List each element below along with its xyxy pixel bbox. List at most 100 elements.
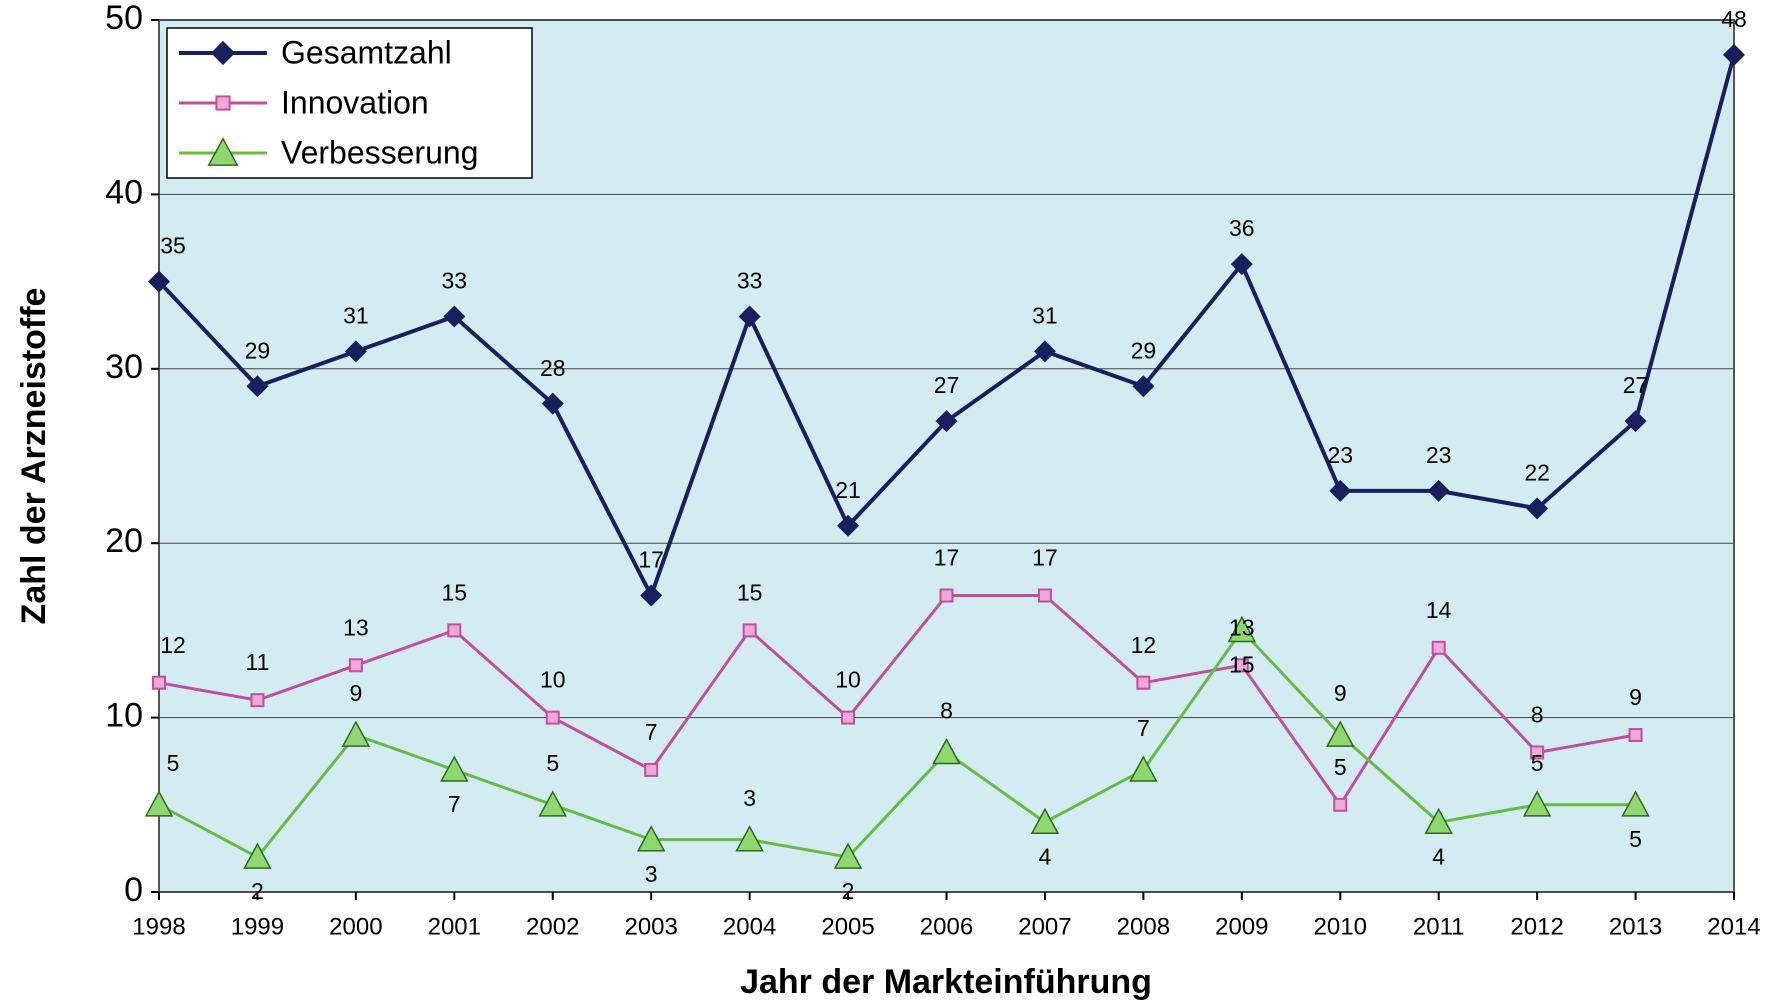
data-label: 3 <box>645 861 658 887</box>
marker <box>207 137 239 166</box>
data-label: 48 <box>1721 6 1747 32</box>
marker <box>1526 497 1549 520</box>
data-label: 27 <box>1623 372 1649 398</box>
data-label: 31 <box>1032 302 1058 328</box>
data-label: 5 <box>1629 826 1642 852</box>
y-tick-label: 30 <box>105 348 143 386</box>
marker <box>640 584 663 607</box>
data-label: 29 <box>1131 337 1157 363</box>
marker <box>841 710 856 725</box>
legend-label: Innovation <box>281 84 429 120</box>
data-label: 13 <box>1229 614 1255 640</box>
data-label: 3 <box>743 785 756 811</box>
marker <box>538 790 568 817</box>
y-tick-label: 10 <box>105 697 143 735</box>
data-label: 17 <box>934 545 960 571</box>
data-label: 15 <box>737 579 763 605</box>
y-tick-label: 50 <box>105 0 143 37</box>
data-label: 27 <box>934 372 960 398</box>
marker <box>1227 615 1257 643</box>
legend-label: Verbesserung <box>281 134 478 170</box>
marker <box>1033 340 1056 363</box>
marker <box>1427 479 1450 502</box>
marker <box>742 623 757 638</box>
x-tick-label: 2014 <box>1707 913 1760 940</box>
marker <box>1132 375 1155 398</box>
marker <box>443 305 466 328</box>
data-label: 33 <box>737 268 763 294</box>
data-label: 23 <box>1426 442 1452 468</box>
x-tick-label: 2002 <box>526 913 579 940</box>
marker <box>1234 658 1249 673</box>
x-tick-label: 2008 <box>1117 913 1170 940</box>
marker <box>837 514 860 537</box>
marker <box>348 658 363 673</box>
x-axis-title: Jahr der Markteinführung <box>740 963 1152 1001</box>
marker <box>341 720 371 747</box>
data-label: 4 <box>1432 843 1445 869</box>
data-label: 35 <box>160 233 186 259</box>
marker <box>215 95 231 111</box>
data-label: 15 <box>442 579 468 605</box>
marker <box>833 842 863 869</box>
marker <box>246 375 269 398</box>
marker <box>1431 640 1446 655</box>
data-label: 2 <box>842 878 855 904</box>
data-label: 17 <box>1032 545 1058 571</box>
marker <box>243 842 272 869</box>
data-label: 2 <box>251 878 264 904</box>
marker <box>148 270 170 293</box>
marker <box>935 410 958 433</box>
marker <box>144 790 174 817</box>
data-label: 36 <box>1229 215 1255 241</box>
x-tick-label: 2001 <box>428 913 481 940</box>
marker <box>735 825 764 852</box>
y-tick-label: 20 <box>105 522 143 560</box>
data-label: 14 <box>1426 597 1452 623</box>
marker <box>152 675 166 690</box>
data-label: 29 <box>245 337 271 363</box>
data-label: 8 <box>1531 702 1544 728</box>
marker <box>636 825 666 852</box>
data-label: 23 <box>1327 442 1353 468</box>
x-tick-label: 2012 <box>1510 913 1563 940</box>
marker <box>1424 807 1453 835</box>
data-label: 11 <box>245 649 269 675</box>
x-tick-label: 1998 <box>132 913 185 940</box>
x-tick-label: 2000 <box>329 913 382 940</box>
x-tick-label: 2003 <box>624 913 677 940</box>
marker <box>1621 790 1650 817</box>
marker <box>1723 43 1745 66</box>
data-label: 28 <box>540 355 566 381</box>
marker <box>939 588 954 603</box>
marker <box>1628 728 1643 743</box>
marker <box>1522 790 1552 817</box>
marker <box>1329 479 1352 502</box>
x-tick-label: 2007 <box>1018 913 1071 940</box>
series-line <box>158 628 1636 860</box>
marker <box>210 40 236 66</box>
lines <box>144 43 1745 869</box>
data-label: 7 <box>1137 715 1150 741</box>
data-label: 21 <box>835 477 861 503</box>
marker <box>541 392 564 415</box>
legend: Gesamtzahl Innovation Verbesserung <box>166 27 533 179</box>
marker <box>545 710 560 725</box>
data-label: 4 <box>1039 843 1052 869</box>
marker <box>1136 675 1151 690</box>
data-label: 5 <box>167 750 180 776</box>
data-label: 15 <box>1229 651 1255 677</box>
data-label: 12 <box>1131 632 1157 658</box>
y-tick-label: 0 <box>124 871 143 909</box>
marker <box>1037 588 1052 603</box>
data-label: 7 <box>645 719 658 745</box>
marker <box>1230 253 1253 276</box>
data-label: 31 <box>343 302 369 328</box>
data-label: 10 <box>835 667 861 693</box>
marker <box>440 755 469 782</box>
data-label: 9 <box>1629 684 1642 710</box>
marker <box>344 340 367 363</box>
x-tick-label: 2013 <box>1609 913 1662 940</box>
data-label: 7 <box>448 791 461 817</box>
